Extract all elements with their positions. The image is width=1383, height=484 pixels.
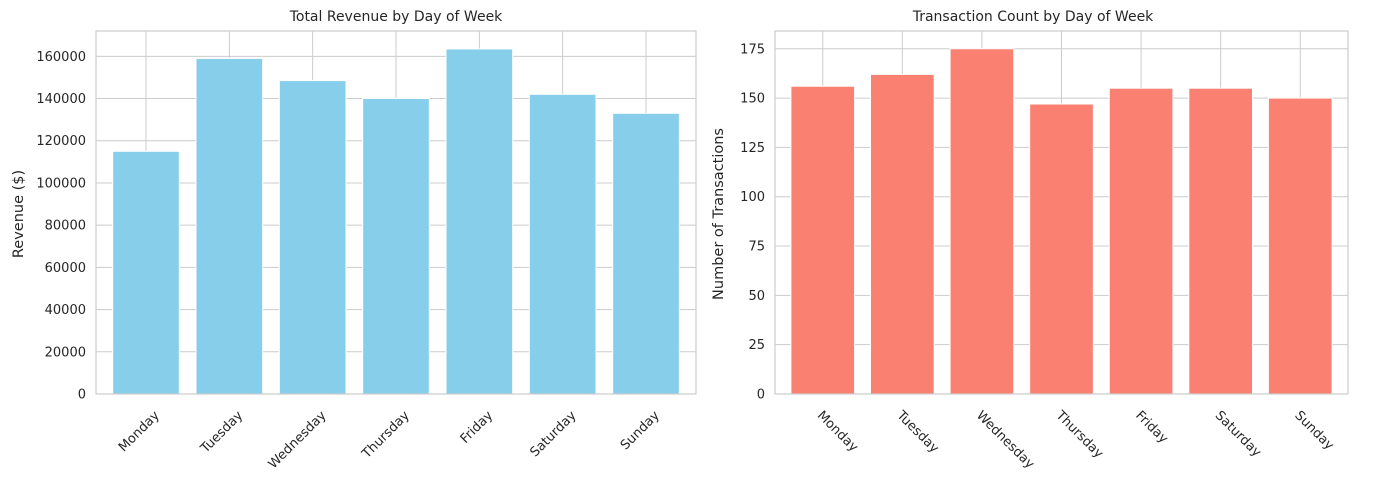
bar xyxy=(949,48,1015,395)
y-axis-label: Revenue ($) xyxy=(11,170,27,258)
x-tick-label: Sunday xyxy=(1291,408,1336,453)
y-tick-label: 150 xyxy=(740,92,765,107)
x-tick-label: Wednesday xyxy=(266,408,330,472)
y-tick-label: 20000 xyxy=(45,345,86,360)
y-tick-label: 175 xyxy=(740,42,765,57)
y-tick-label: 0 xyxy=(757,388,765,403)
x-tick-label: Monday xyxy=(814,408,861,455)
bar xyxy=(1108,87,1174,395)
x-tick-label: Friday xyxy=(458,408,497,447)
y-tick-label: 0 xyxy=(78,388,86,403)
x-tick-label: Sunday xyxy=(618,408,663,453)
chart-title: Transaction Count by Day of Week xyxy=(912,9,1154,25)
transactions-chart: Transaction Count by Day of Week Number … xyxy=(711,9,1349,473)
bar xyxy=(528,93,597,395)
bar xyxy=(870,73,935,395)
x-tick-label: Saturday xyxy=(527,408,579,460)
bar xyxy=(790,85,856,395)
revenue-chart: Total Revenue by Day of Week Revenue ($)… xyxy=(11,9,697,472)
y-tick-labels: 0 25 50 75 100 125 150 175 xyxy=(740,42,765,402)
y-tick-label: 60000 xyxy=(45,261,86,276)
bar xyxy=(362,98,430,395)
x-tick-label: Friday xyxy=(1132,408,1171,447)
x-tick-label: Thursday xyxy=(1052,408,1106,462)
x-tick-labels: Monday Tuesday Wednesday Thursday Friday Satu… xyxy=(116,408,663,472)
bar xyxy=(195,57,264,395)
y-tick-label: 80000 xyxy=(45,219,86,234)
plot-frame xyxy=(774,30,1349,395)
bar xyxy=(445,48,514,395)
bars xyxy=(790,48,1333,395)
x-tick-label: Wednesday xyxy=(973,408,1037,472)
x-tick-label: Thursday xyxy=(359,408,413,462)
bar xyxy=(1267,97,1333,395)
bar xyxy=(1188,87,1254,395)
y-tick-label: 100 xyxy=(740,190,765,205)
y-tick-label: 50 xyxy=(748,289,765,304)
plot-frame xyxy=(95,30,697,395)
y-tick-label: 125 xyxy=(740,141,765,156)
x-tick-label: Saturday xyxy=(1212,408,1264,460)
y-tick-label: 75 xyxy=(748,240,765,255)
chart-title: Total Revenue by Day of Week xyxy=(289,9,503,25)
y-tick-label: 160000 xyxy=(36,50,86,65)
y-tick-label: 120000 xyxy=(36,134,86,149)
y-tick-label: 140000 xyxy=(36,92,86,107)
x-tick-label: Monday xyxy=(116,408,163,455)
bar xyxy=(112,150,180,395)
y-tick-label: 100000 xyxy=(36,176,86,191)
y-tick-label: 25 xyxy=(748,338,765,353)
x-tick-label: Tuesday xyxy=(197,408,246,457)
x-tick-labels: Monday Tuesday Wednesday Thursday Friday Satu… xyxy=(814,408,1337,473)
x-tick-label: Tuesday xyxy=(893,408,942,457)
bar xyxy=(612,112,680,395)
y-axis-label: Number of Transactions xyxy=(711,128,727,300)
bar xyxy=(278,80,347,395)
y-tick-labels: 0 20000 40000 60000 80000 100000 120000 140000 1… xyxy=(36,50,86,403)
bar xyxy=(1029,103,1094,395)
bars xyxy=(112,48,680,395)
y-tick-label: 40000 xyxy=(45,303,86,318)
